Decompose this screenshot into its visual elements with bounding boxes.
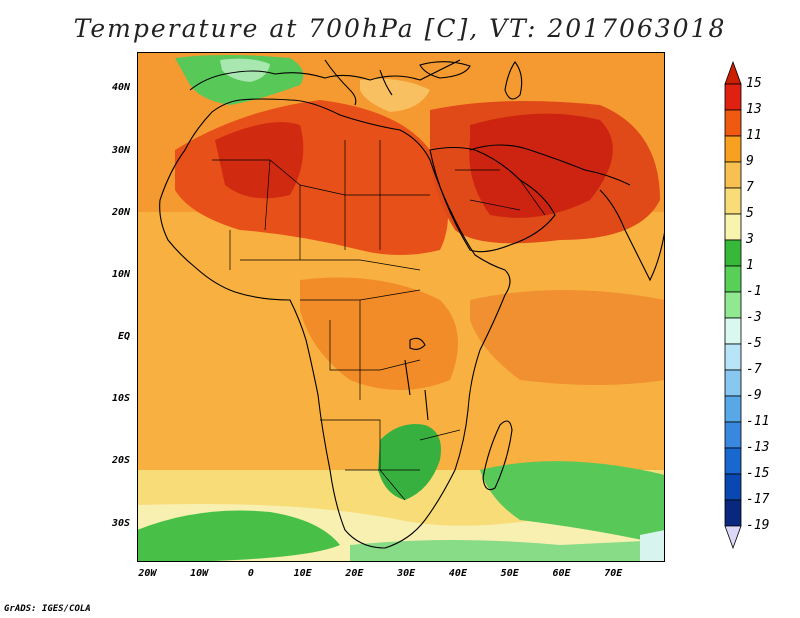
colorbar-level-label: -19 [746, 518, 770, 533]
y-tick-label: 20S [111, 455, 130, 467]
field-orange-indianocean [470, 290, 665, 385]
colorbar-level-label: 3 [746, 232, 754, 247]
x-tick-label: 10E [293, 568, 312, 579]
y-tick-label: 10S [111, 393, 130, 405]
colorbar-level-label: -15 [746, 466, 770, 481]
iran-coast [469, 144, 631, 186]
lake-malawi [424, 389, 429, 421]
field-orange-central [300, 277, 458, 390]
map-frame [137, 52, 665, 562]
lake-tanganyika [404, 359, 411, 396]
y-tick-label: 30N [111, 144, 130, 156]
x-tick-label: 20E [345, 568, 364, 579]
x-tick-label: 0 [247, 568, 254, 579]
colorbar-level-label: 7 [746, 180, 754, 195]
x-tick-label: 40E [448, 568, 467, 579]
arabian-peninsula [429, 146, 556, 253]
y-tick-label: 30S [111, 517, 130, 529]
greece-coast [379, 69, 393, 96]
field-green-southeast [480, 461, 665, 545]
colorbar-level-label: 1 [746, 258, 754, 273]
field-green-southwest [137, 510, 340, 562]
y-tick-label: 40N [111, 82, 130, 94]
x-tick-label: 10W [190, 568, 209, 579]
field-green-plateau [378, 424, 441, 500]
colorbar-level-label: -13 [746, 440, 770, 455]
field-yellow-east-med [360, 78, 430, 112]
border-lines-south [320, 419, 461, 501]
colorbar-level-label: -9 [746, 388, 762, 403]
field-lightcyan [640, 530, 665, 562]
italy-coast [324, 59, 357, 106]
border-lines-north [212, 140, 430, 270]
lake-victoria [409, 337, 426, 351]
colorbar-level-label: -11 [746, 414, 770, 429]
caspian-sea [504, 61, 523, 100]
field-hottest-arabia [469, 113, 613, 218]
colorbar-level-label: -17 [746, 492, 770, 507]
x-tick-label: 20W [138, 568, 157, 579]
colorbar-level-label: 11 [746, 128, 762, 143]
y-tick-label: EQ [117, 331, 130, 343]
colorbar-level-label: -5 [746, 336, 762, 351]
colorbar-level-label: -1 [746, 284, 762, 299]
black-sea [419, 61, 471, 79]
europe-coast [189, 59, 461, 91]
field-lightgreen-iberia [220, 58, 270, 82]
x-tick-label: 50E [500, 568, 519, 579]
colorbar-level-label: 15 [746, 76, 762, 91]
field-green-south-edge [350, 540, 665, 562]
colorbar-level-label: -7 [746, 362, 762, 377]
border-lines-arabia [455, 169, 546, 216]
map-title: Temperature at 700hPa [C], VT: 201706301… [73, 14, 727, 43]
grads-credit: GrADS: IGES/COLA [4, 604, 91, 614]
india-coast [599, 189, 665, 282]
colorbar-level-label: 13 [746, 102, 762, 117]
x-tick-label: 30E [397, 568, 416, 579]
colorbar-level-label: 5 [746, 206, 754, 221]
colorbar-level-label: 9 [746, 154, 754, 169]
x-tick-label: 60E [552, 568, 571, 579]
madagascar [482, 420, 513, 491]
y-tick-label: 10N [111, 268, 130, 280]
y-tick-label: 20N [111, 206, 130, 218]
border-lines-central [240, 259, 421, 400]
colorbar-level-label: -3 [746, 310, 762, 325]
africa-coastline [159, 98, 511, 549]
x-tick-label: 70E [604, 568, 623, 579]
